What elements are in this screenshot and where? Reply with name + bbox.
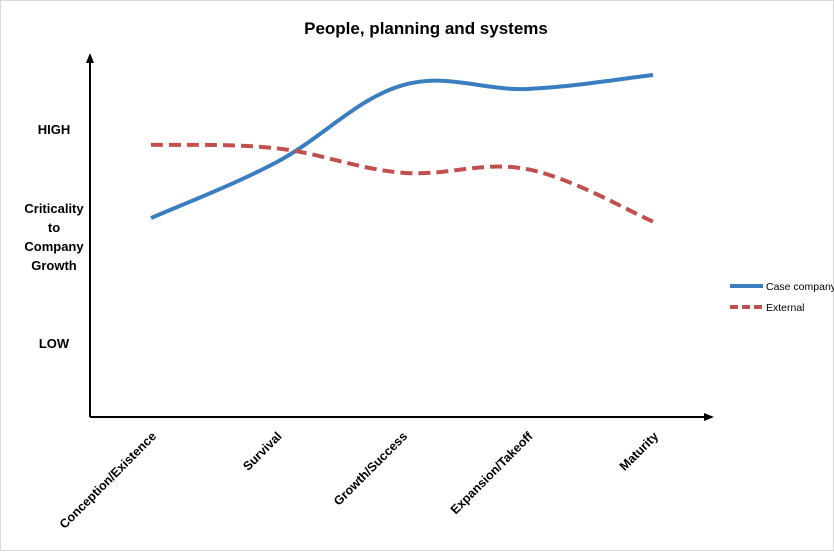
x-axis-arrow <box>704 413 714 421</box>
y-label-low: LOW <box>39 336 70 351</box>
series-layer <box>150 72 654 224</box>
legend: Case company External <box>730 281 834 314</box>
legend-label-case-company: Case company <box>766 281 834 293</box>
y-label-line-3: Company <box>24 239 84 254</box>
x-tick-label: Growth/Success <box>331 429 410 508</box>
y-label-high: HIGH <box>38 122 71 137</box>
x-tick-labels: Conception/Existence Survival Growth/Succe… <box>57 429 661 532</box>
y-label-line-2: to <box>48 220 60 235</box>
x-tick-label: Survival <box>240 429 284 473</box>
series-line-case-company <box>150 72 654 220</box>
y-axis-arrow <box>86 53 94 63</box>
legend-label-external: External <box>766 302 805 314</box>
x-tick-label: Expansion/Takeoff <box>448 429 536 517</box>
x-tick-label: Maturity <box>617 429 661 473</box>
chart-title: People, planning and systems <box>304 19 548 38</box>
series-line-external <box>150 142 654 224</box>
y-label-line-1: Criticality <box>24 201 84 216</box>
y-label-line-4: Growth <box>31 258 77 273</box>
x-tick-label: Conception/Existence <box>57 429 159 531</box>
